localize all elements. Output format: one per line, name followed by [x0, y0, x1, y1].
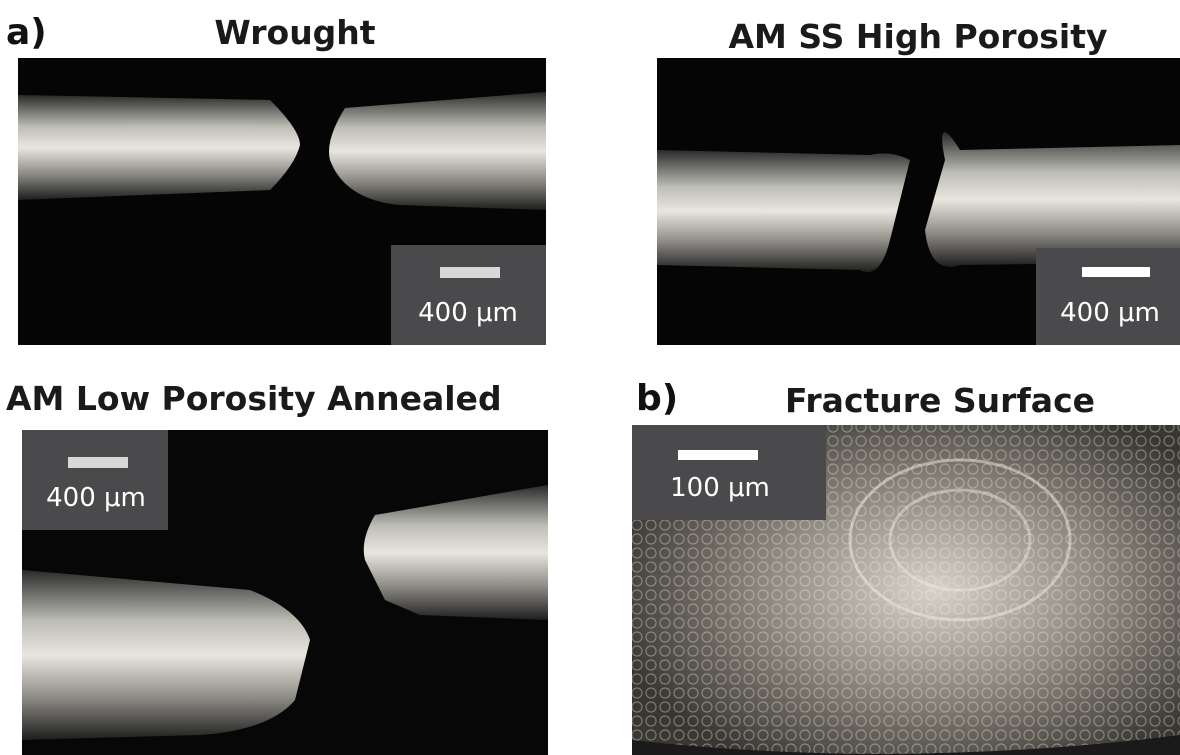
panel-title: Fracture Surface — [785, 381, 1095, 420]
scale-bar-label: 400 μm — [46, 483, 146, 513]
scale-bar-label: 400 μm — [418, 298, 518, 328]
panel-title: AM Low Porosity Annealed — [6, 379, 502, 418]
micrograph: 400 μm — [18, 58, 546, 345]
panel-title: AM SS High Porosity — [729, 17, 1108, 56]
micrograph: 400 μm — [22, 430, 548, 755]
panel-label: a) — [6, 12, 47, 53]
panel-label: b) — [636, 378, 678, 419]
scale-bar-label: 400 μm — [1060, 298, 1160, 328]
micrograph: 100 μm — [632, 425, 1180, 755]
scale-bar-label: 100 μm — [670, 473, 770, 503]
panel-title: Wrought — [214, 13, 375, 52]
micrograph: 400 μm — [657, 58, 1180, 345]
figure: a) Wrought 400 μm AM SS High Porosity 40… — [0, 0, 1180, 755]
